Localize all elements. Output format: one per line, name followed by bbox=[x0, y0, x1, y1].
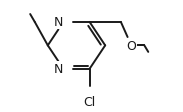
Text: N: N bbox=[54, 16, 64, 29]
Text: O: O bbox=[126, 40, 136, 52]
Text: Cl: Cl bbox=[83, 95, 96, 108]
Text: N: N bbox=[54, 63, 64, 76]
